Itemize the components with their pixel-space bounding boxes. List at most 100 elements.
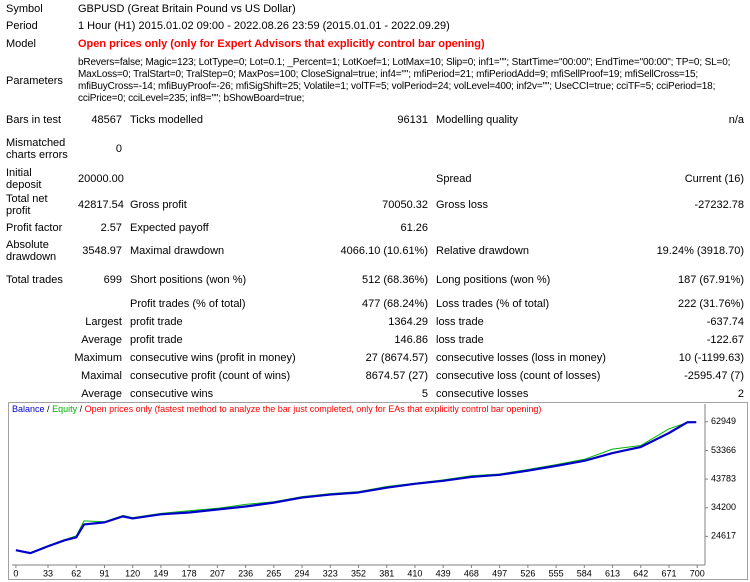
x-tick-label: 323 xyxy=(323,568,338,578)
x-tick-label: 120 xyxy=(125,568,140,578)
label: Period xyxy=(6,20,38,32)
value: 5 xyxy=(421,388,428,400)
label: Initial deposit xyxy=(6,167,42,191)
y-tick-label: 53366 xyxy=(711,445,736,455)
label: Loss trades (% of total) xyxy=(436,298,550,310)
label: Profit trades (% of total) xyxy=(130,298,246,310)
label: Model xyxy=(6,38,36,50)
x-tick-label: 236 xyxy=(238,568,253,578)
label: loss trade xyxy=(436,334,484,346)
chart-frame xyxy=(8,402,748,580)
value: 70050.32 xyxy=(382,199,428,211)
x-tick-label: 700 xyxy=(690,568,705,578)
legend-separator: / xyxy=(80,404,83,414)
label: Parameters xyxy=(6,75,63,87)
label: Average xyxy=(81,334,122,346)
value: 512 (68.36%) xyxy=(361,274,428,286)
label: consecutive profit (count of wins) xyxy=(130,370,291,382)
x-tick-label: 410 xyxy=(407,568,422,578)
value: 187 (67.91%) xyxy=(677,274,745,286)
value: 96131 xyxy=(397,114,428,126)
x-tick-label: 91 xyxy=(99,568,109,578)
value: 3548.97 xyxy=(82,245,122,257)
y-tick-label: 43783 xyxy=(711,473,736,483)
value: 477 (68.24%) xyxy=(361,298,428,310)
label: Total trades xyxy=(6,274,63,286)
label: Profit factor xyxy=(6,222,63,234)
x-tick-label: 584 xyxy=(577,568,592,578)
value: 699 xyxy=(103,274,122,286)
x-tick-label: 149 xyxy=(153,568,168,578)
label: Spread xyxy=(436,173,472,185)
label: consecutive wins xyxy=(130,388,214,400)
label: Symbol xyxy=(6,2,43,15)
x-tick-label: 671 xyxy=(661,568,676,578)
x-tick-label: 526 xyxy=(520,568,535,578)
value: 8674.57 (27) xyxy=(365,370,428,382)
label: Gross profit xyxy=(130,199,187,211)
value: 1364.29 xyxy=(388,316,428,328)
label: Short positions (won %) xyxy=(130,274,247,286)
legend: Balance / Equity / Open prices only (fas… xyxy=(12,404,541,414)
value: -122.67 xyxy=(706,334,745,346)
series-line xyxy=(15,421,697,555)
x-tick-label: 294 xyxy=(295,568,310,578)
label: Bars in test xyxy=(6,114,62,126)
value: 222 (31.76%) xyxy=(677,298,745,310)
report-table: Symbol GBPUSD (Great Britain Pound vs US … xyxy=(2,0,748,403)
label: profit trade xyxy=(130,334,183,346)
value: Current (16) xyxy=(684,173,745,185)
label: consecutive wins (profit in money) xyxy=(130,352,296,364)
label: Modelling quality xyxy=(436,114,518,126)
x-tick-label: 265 xyxy=(266,568,281,578)
legend-entry: Equity xyxy=(52,404,78,414)
value: 4066.10 (10.61%) xyxy=(340,245,428,257)
x-tick-label: 207 xyxy=(210,568,225,578)
label: Expected payoff xyxy=(130,222,209,234)
x-tick-label: 381 xyxy=(379,568,394,578)
value: 19.24% (3918.70) xyxy=(656,245,745,257)
x-tick-label: 613 xyxy=(605,568,620,578)
label: Relative drawdown xyxy=(436,245,529,257)
label: consecutive losses xyxy=(436,388,529,400)
value: bRevers=false; Magic=123; LotType=0; Lot… xyxy=(78,57,731,104)
x-tick-label: 555 xyxy=(549,568,564,578)
label: Mismatched charts errors xyxy=(6,137,68,161)
label: Maximal drawdown xyxy=(130,245,225,257)
x-tick-label: 439 xyxy=(436,568,451,578)
value: 27 (8674.57) xyxy=(365,352,428,364)
value: 2 xyxy=(737,388,745,400)
label: profit trade xyxy=(130,316,183,328)
value: 10 (-1199.63) xyxy=(678,352,745,364)
label: Ticks modelled xyxy=(130,114,203,126)
label: Absolute drawdown xyxy=(6,239,57,263)
label: loss trade xyxy=(436,316,484,328)
y-tick-label: 62949 xyxy=(711,416,736,426)
label: Long positions (won %) xyxy=(436,274,551,286)
chart: Balance / Equity / Open prices only (fas… xyxy=(8,402,748,580)
value: 2.57 xyxy=(100,222,122,234)
value: 1 Hour (H1) 2015.01.02 09:00 - 2022.08.2… xyxy=(78,20,450,32)
value: n/a xyxy=(728,114,745,126)
value: 146.86 xyxy=(394,334,428,346)
value: Open prices only (only for Expert Adviso… xyxy=(78,38,485,50)
x-tick-label: 178 xyxy=(182,568,197,578)
value: GBPUSD (Great Britain Pound vs US Dollar… xyxy=(78,2,296,15)
x-tick-label: 642 xyxy=(633,568,648,578)
x-tick-label: 497 xyxy=(492,568,507,578)
x-tick-label: 33 xyxy=(43,568,53,578)
label: Average xyxy=(81,388,122,400)
label: consecutive loss (count of losses) xyxy=(436,370,601,382)
value: -27232.78 xyxy=(694,199,745,211)
value: 61.26 xyxy=(400,222,428,234)
label: Largest xyxy=(85,316,122,328)
y-tick-label: 24617 xyxy=(711,531,736,541)
x-tick-label: 468 xyxy=(464,568,479,578)
legend-entry: Balance xyxy=(12,404,45,414)
label: Maximal xyxy=(81,370,122,382)
x-tick-label: 62 xyxy=(71,568,81,578)
x-tick-label: 352 xyxy=(351,568,366,578)
label: Total net profit xyxy=(6,193,48,217)
legend-separator: / xyxy=(47,404,50,414)
